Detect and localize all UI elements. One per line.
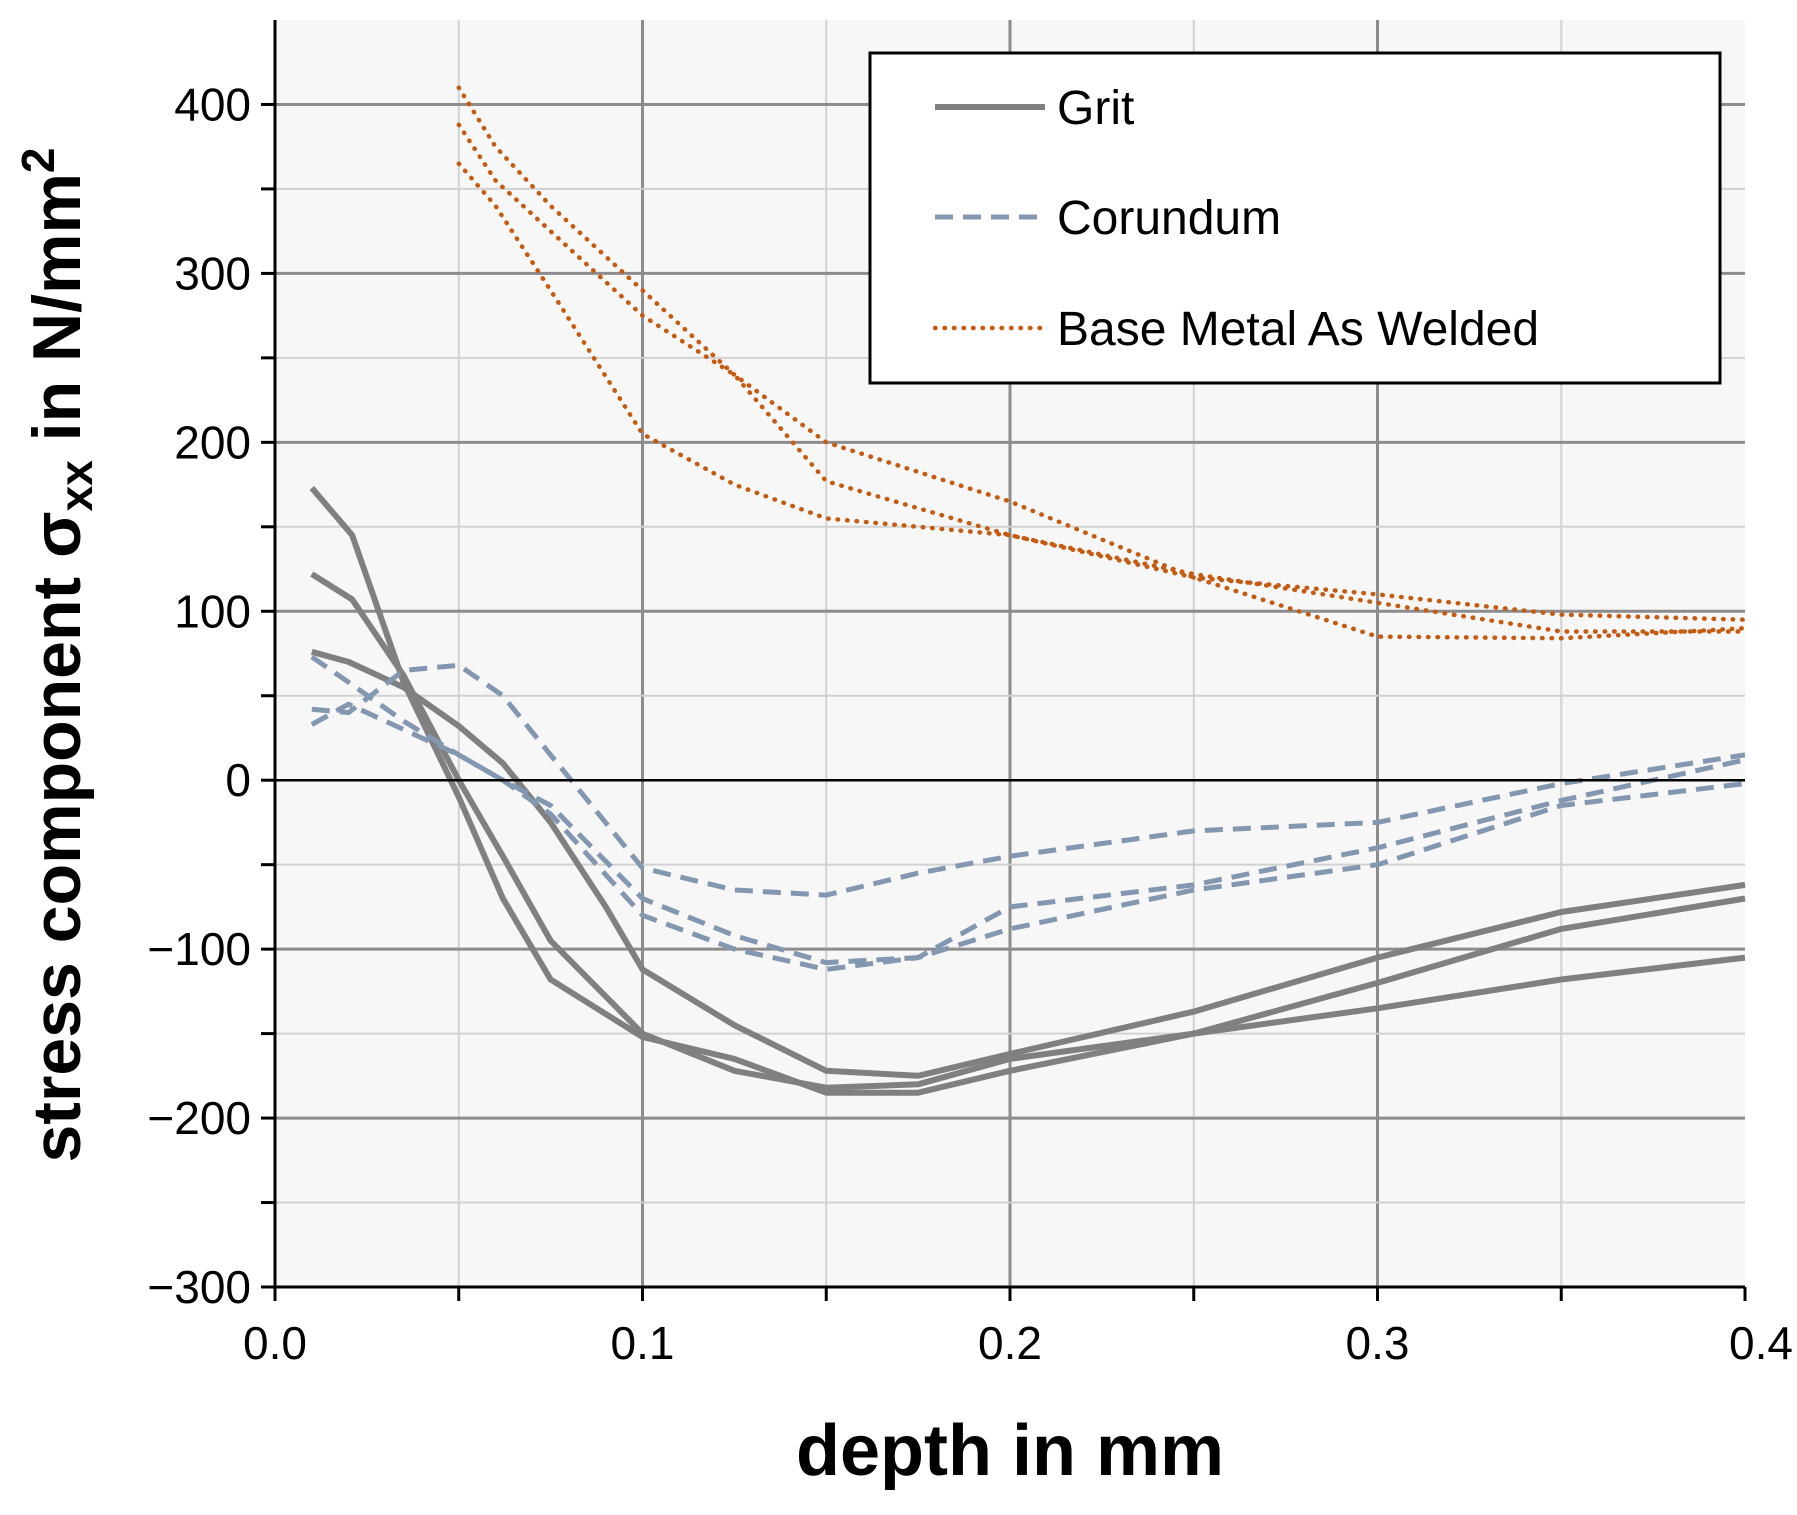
series-line-base-metal-as-welded-7 xyxy=(456,85,1748,641)
y-tick-label: 300 xyxy=(174,247,251,299)
x-axis-title: depth in mm xyxy=(796,1411,1224,1491)
y-axis-title-sup: 2 xyxy=(12,147,64,173)
y-axis-title-sub: xx xyxy=(50,460,102,512)
x-tick-label: 0.3 xyxy=(1346,1317,1410,1369)
series-line-grit-3 xyxy=(311,648,1746,1079)
y-tick-label: 400 xyxy=(174,78,251,130)
x-tick-label: 0.4 xyxy=(1729,1317,1793,1369)
y-tick-label: −100 xyxy=(147,923,251,975)
series-line-corundum-5 xyxy=(311,662,1746,898)
axes xyxy=(261,20,1747,1301)
series-layer xyxy=(309,85,1748,1096)
y-tick-label: 0 xyxy=(225,754,251,806)
y-tick-label: −200 xyxy=(147,1092,251,1144)
legend-label-grit: Grit xyxy=(1057,82,1134,135)
legend-label-corundum: Corundum xyxy=(1057,192,1281,245)
series-line-corundum-6 xyxy=(310,701,1746,966)
series-line-base-metal-as-welded-9 xyxy=(456,161,1748,622)
y-tick-label: −300 xyxy=(147,1261,251,1313)
y-tick-label: 100 xyxy=(174,585,251,637)
tick-labels: −300 −200 −100 0 100 200 300 400 0.0 0.1 0.2 0.3 0.4 xyxy=(147,78,1793,1369)
legend-label-base-metal: Base Metal As Welded xyxy=(1057,303,1539,356)
legend: Grit Corundum Base Metal As Welded xyxy=(868,51,1722,385)
y-tick-label: 200 xyxy=(174,416,251,468)
y-axis-title: stress component σxx in N/mm2 xyxy=(12,147,102,1162)
series-line-corundum-4 xyxy=(310,654,1746,972)
series-line-base-metal-as-welded-8 xyxy=(456,122,1748,634)
x-tick-label: 0.2 xyxy=(978,1317,1042,1369)
series-line-grit-2 xyxy=(310,571,1746,1091)
series-line-grit-1 xyxy=(309,485,1746,1096)
y-axis-title-unit: in N/mm xyxy=(19,173,95,460)
y-axis-title-main: stress component σ xyxy=(19,511,95,1162)
x-tick-label: 0.1 xyxy=(611,1317,675,1369)
x-tick-label: 0.0 xyxy=(243,1317,307,1369)
